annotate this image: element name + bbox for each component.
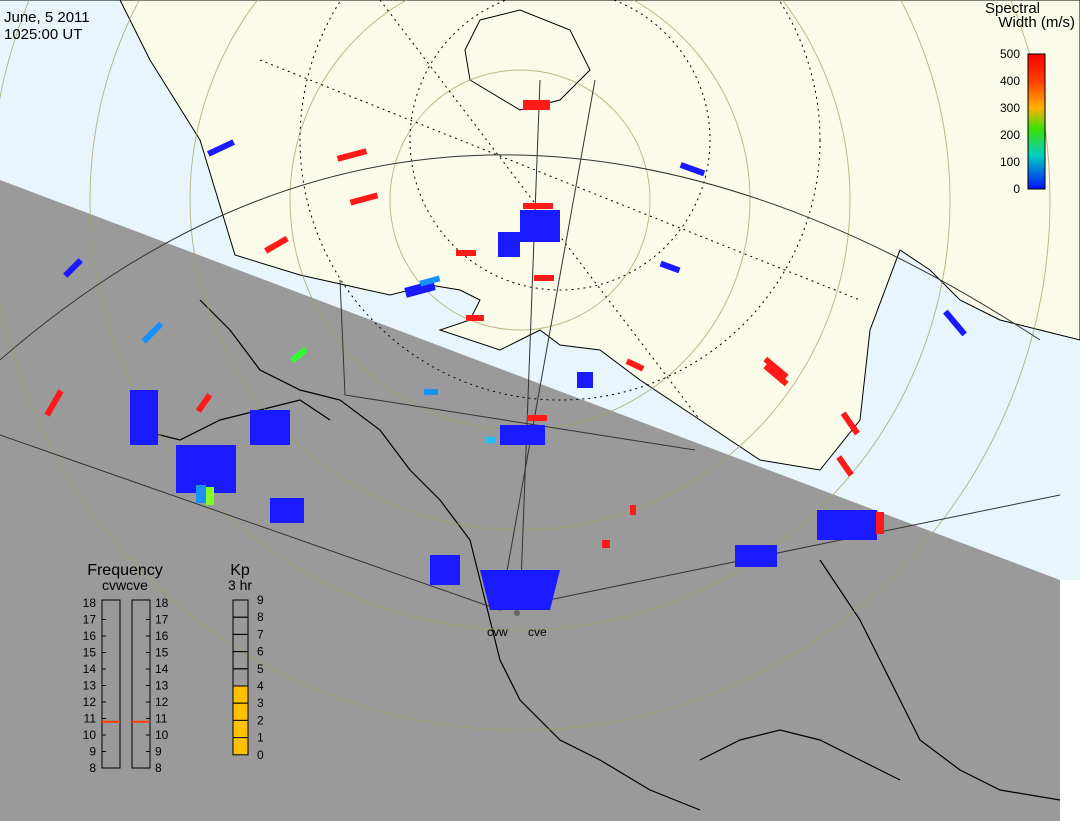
spectral-width-colorbar: Spectral Width (m/s) 500 400 300 200 100 0 bbox=[985, 0, 1075, 196]
frequency-tick-left: 8 bbox=[89, 761, 96, 775]
frequency-tick-left: 15 bbox=[83, 646, 97, 660]
right-edge bbox=[1060, 580, 1080, 821]
frequency-tick-right: 15 bbox=[155, 646, 169, 660]
frequency-tick-left: 16 bbox=[83, 629, 97, 643]
frequency-title: Frequency bbox=[87, 562, 163, 579]
coastline-alaska bbox=[139, 399, 331, 441]
kp-tick-label: 1 bbox=[257, 731, 264, 745]
radar-label-west: cvw bbox=[487, 625, 508, 639]
radar-label-east: cve bbox=[528, 625, 547, 639]
frequency-subtitle: cvwcve bbox=[102, 577, 148, 593]
geo-grid bbox=[0, 0, 1051, 731]
frequency-tick-left: 14 bbox=[83, 662, 97, 676]
frequency-tick-left: 18 bbox=[83, 596, 97, 610]
colorbar-tick-label: 0 bbox=[1013, 182, 1020, 196]
frequency-tick-right: 12 bbox=[155, 695, 169, 709]
frequency-tick-right: 14 bbox=[155, 662, 169, 676]
kp-tick-label: 2 bbox=[257, 713, 264, 727]
kp-tick-label: 0 bbox=[257, 748, 264, 762]
kp-cell bbox=[232, 737, 249, 756]
colorbar-tick-label: 400 bbox=[1000, 74, 1020, 88]
frequency-panel: Frequency cvwcve 18 18 17 17 16 16 15 15 14 14 13 1… bbox=[83, 562, 169, 775]
kp-tick-label: 6 bbox=[257, 645, 264, 659]
frequency-tick-left: 17 bbox=[83, 613, 97, 627]
frequency-tick-right: 17 bbox=[155, 613, 169, 627]
kp-cell bbox=[232, 685, 249, 704]
colorbar-tick-label: 300 bbox=[1000, 101, 1020, 115]
frequency-tick-left: 9 bbox=[89, 745, 96, 759]
frequency-tick-left: 13 bbox=[83, 679, 97, 693]
colorbar-tick-label: 200 bbox=[1000, 128, 1020, 142]
kp-panel: Kp 3 hr 9 8 7 6 5 4 3 2 1 0 bbox=[228, 562, 264, 762]
coastline-gulf bbox=[699, 729, 901, 781]
date-label: June, 5 2011 bbox=[4, 9, 90, 26]
kp-tick-label: 4 bbox=[257, 679, 264, 693]
colorbar-tick-label: 100 bbox=[1000, 155, 1020, 169]
coastline-west bbox=[199, 299, 701, 811]
radar-site bbox=[514, 610, 520, 616]
colorbar-title-1: Spectral bbox=[985, 0, 1040, 17]
echo-cells bbox=[44, 100, 967, 610]
kp-cell bbox=[232, 702, 249, 721]
kp-tick-label: 8 bbox=[257, 610, 264, 624]
frequency-tick-left: 10 bbox=[83, 728, 97, 742]
frequency-tick-right: 16 bbox=[155, 629, 169, 643]
colorbar-title-2: Width (m/s) bbox=[998, 14, 1075, 31]
frequency-tick-right: 10 bbox=[155, 728, 169, 742]
frequency-tick-right: 18 bbox=[155, 596, 169, 610]
time-label: 1025:00 UT bbox=[4, 26, 82, 43]
greenland bbox=[464, 9, 591, 111]
coastline-east bbox=[819, 559, 1061, 801]
kp-subtitle: 3 hr bbox=[228, 577, 252, 593]
frequency-tick-right: 8 bbox=[155, 761, 162, 775]
kp-tick-label: 3 bbox=[257, 696, 264, 710]
frequency-tick-right: 13 bbox=[155, 679, 169, 693]
colorbar-tick-label: 500 bbox=[1000, 47, 1020, 61]
frequency-tick-left: 11 bbox=[84, 712, 97, 726]
colorbar-gradient bbox=[1027, 53, 1046, 190]
kp-tick-label: 5 bbox=[257, 662, 264, 676]
night-side bbox=[0, 180, 1060, 821]
frequency-tick-left: 12 bbox=[83, 695, 97, 709]
kp-tick-label: 7 bbox=[257, 627, 264, 641]
frequency-bar-cve bbox=[131, 599, 151, 769]
kp-cell bbox=[232, 719, 249, 739]
frequency-tick-right: 9 bbox=[155, 745, 162, 759]
frequency-tick-right: 11 bbox=[155, 712, 168, 726]
kp-tick-label: 9 bbox=[257, 593, 264, 607]
kp-title: Kp bbox=[230, 562, 250, 579]
frequency-bar-cvw bbox=[101, 599, 121, 769]
